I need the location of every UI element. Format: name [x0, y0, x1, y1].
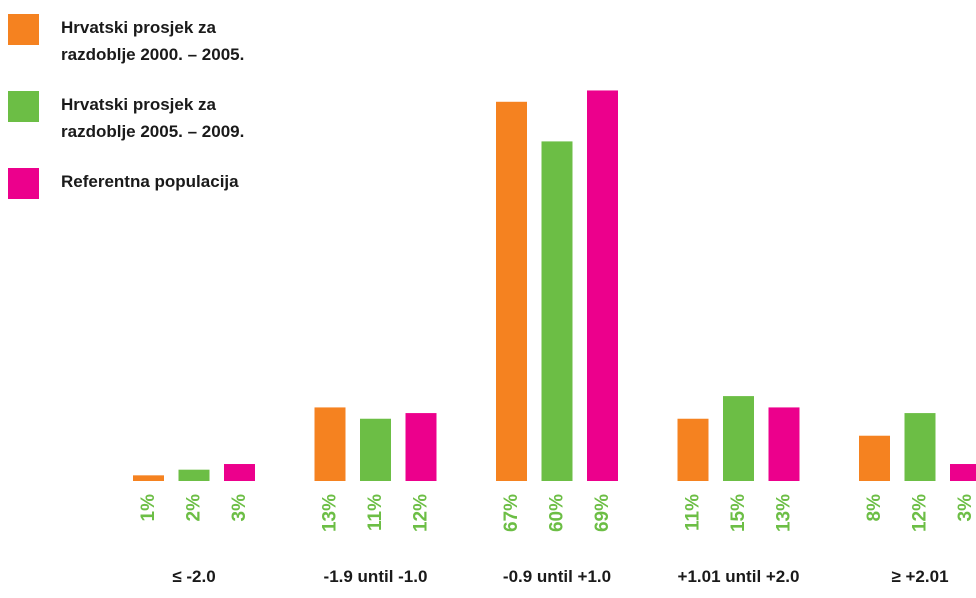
value-labels: 1% 2% 3% 13% 11% 12% 67% 60% 69% 11% 15% 13% 8% 12% 3% [138, 494, 976, 532]
value-label-1-3: 3% [229, 494, 250, 522]
bar-5-3 [950, 464, 976, 481]
category-label-2: -1.9 until -1.0 [324, 567, 428, 586]
category-label-4: +1.01 until +2.0 [678, 567, 800, 586]
legend-swatch-1 [8, 14, 39, 45]
legend-swatch-2 [8, 91, 39, 122]
value-label-2-1: 13% [320, 494, 341, 532]
legend: Hrvatski prosjek za razdoblje 2000. – 200… [8, 14, 244, 199]
bar-4-3 [768, 407, 800, 481]
value-label-5-2: 12% [910, 494, 931, 532]
legend-label-3: Referentna populacija [61, 172, 239, 191]
value-label-5-1: 8% [864, 494, 885, 522]
value-label-4-2: 15% [728, 494, 749, 532]
bar-2-2 [360, 418, 391, 481]
legend-label-2: Hrvatski prosjek za [61, 95, 217, 114]
bars [133, 90, 976, 482]
legend-label-2: razdoblje 2005. – 2009. [61, 122, 244, 141]
value-label-2-2: 11% [365, 494, 386, 531]
category-label-3: -0.9 until +1.0 [503, 567, 611, 586]
bar-1-3 [224, 464, 255, 481]
category-label-1: ≤ -2.0 [172, 567, 215, 586]
legend-swatch-3 [8, 168, 39, 199]
category-labels: ≤ -2.0 -1.9 until -1.0 -0.9 until +1.0 +1.0… [172, 567, 948, 586]
legend-label-1: razdoblje 2000. – 2005. [61, 45, 244, 64]
bar-3-2 [541, 141, 573, 481]
bar-1-1 [133, 475, 164, 481]
value-label-3-3: 69% [592, 494, 613, 532]
value-label-5-3: 3% [955, 494, 976, 522]
value-label-1-1: 1% [138, 494, 159, 522]
value-label-4-3: 13% [774, 494, 795, 532]
value-label-3-2: 60% [547, 494, 568, 532]
bar-5-2 [904, 413, 936, 481]
value-label-2-3: 12% [411, 494, 432, 532]
bar-4-2 [723, 396, 754, 481]
bar-2-3 [405, 413, 437, 481]
category-label-5: ≥ +2.01 [891, 567, 948, 586]
bar-5-1 [859, 435, 890, 481]
bar-1-2 [178, 469, 210, 481]
value-label-4-1: 11% [683, 494, 704, 531]
bar-2-1 [314, 407, 346, 481]
value-label-3-1: 67% [501, 494, 522, 532]
bar-3-3 [587, 90, 618, 482]
bar-3-1 [496, 101, 527, 481]
value-label-1-2: 2% [184, 494, 205, 522]
legend-label-1: Hrvatski prosjek za [61, 18, 217, 37]
bar-4-1 [677, 418, 709, 481]
